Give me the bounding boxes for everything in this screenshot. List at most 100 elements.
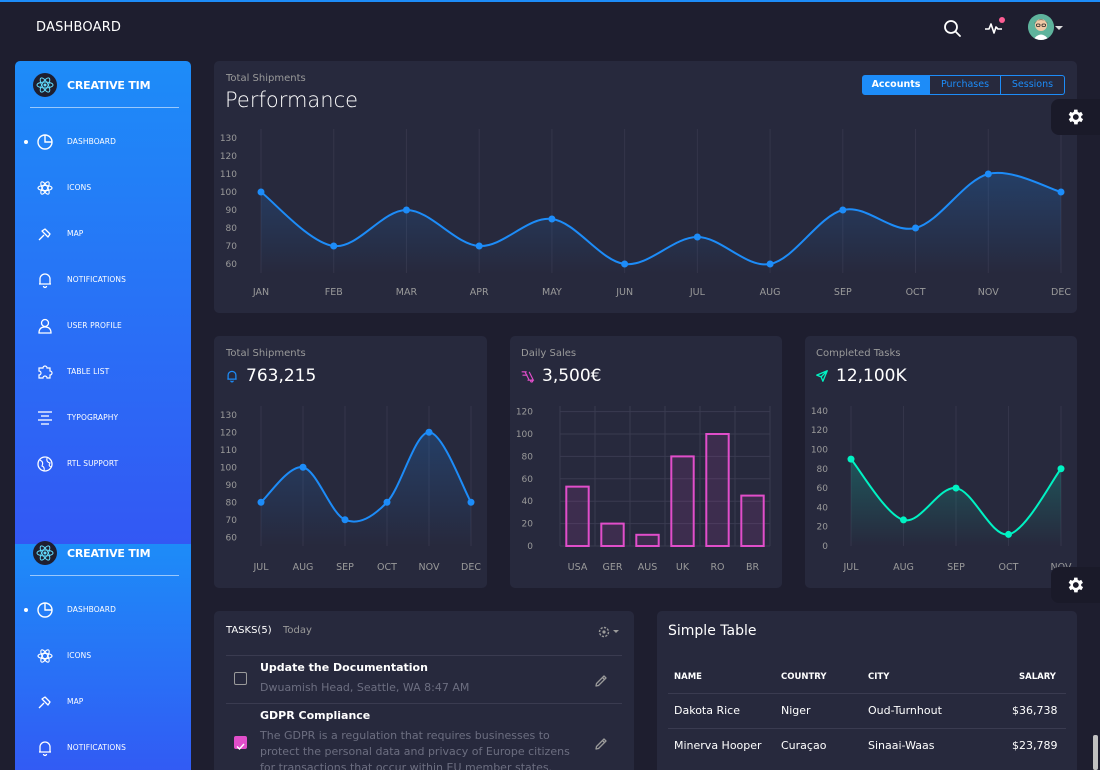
data-point [299,463,307,471]
data-point [1057,465,1065,473]
task-item: GDPR Compliance The GDPR is a regulation… [226,703,622,770]
x-tick-label: APR [470,287,489,298]
gear-dropdown-icon[interactable] [597,624,621,643]
sidebar-title[interactable]: CREATIVE TIM [67,547,151,560]
sidebar-item-label: NOTIFICATIONS [67,275,126,284]
bar [600,522,625,547]
y-tick-label: 120 [220,428,237,438]
active-indicator [24,608,28,612]
x-tick-label: SEP [336,562,354,573]
data-point [1005,530,1012,538]
sidebar-title[interactable]: CREATIVE TIM [67,79,151,92]
sidebar-item-notifications[interactable]: NOTIFICATIONS [15,265,191,295]
data-point [402,206,410,214]
x-tick-label: OCT [999,562,1019,573]
table-cell: $36,738 [1012,704,1058,717]
gear-icon [1068,109,1084,125]
tab-accounts[interactable]: Accounts [862,75,930,95]
y-tick-label: 100 [516,430,533,440]
atom-icon [36,647,54,665]
sidebar-item-dashboard[interactable]: DASHBOARD [15,127,191,157]
sidebar-item-map[interactable]: MAP [15,219,191,249]
sidebar-item-typography[interactable]: TYPOGRAPHY [15,403,191,433]
data-point [425,428,433,436]
active-indicator [24,140,28,144]
sidebar-item-rtl-support[interactable]: RTL SUPPORT [15,449,191,479]
sidebar-item-user-profile[interactable]: USER PROFILE [15,311,191,341]
pencil-icon[interactable] [593,736,609,752]
pie-chart-icon [36,601,54,619]
pencil-icon[interactable] [593,673,609,689]
x-tick-label: AUS [638,562,657,573]
shipments-subtitle: Total Shipments [226,348,306,359]
x-tick-label: UK [676,562,690,573]
tab-purchases[interactable]: Purchases [930,75,1001,95]
table-cell: Oud-Turnhout [868,704,942,717]
settings-toggle[interactable] [1051,99,1100,135]
x-tick-label: MAY [542,287,562,298]
settings-toggle[interactable] [1051,567,1100,603]
data-point [475,242,483,250]
bar [565,485,590,547]
y-tick-label: 120 [220,152,237,162]
y-tick-label: 80 [226,498,238,508]
scrollbar-thumb[interactable] [1093,735,1098,770]
sidebar-item-notifications[interactable]: NOTIFICATIONS [15,733,191,763]
bell-icon [36,739,54,757]
x-tick-label: NOV [978,287,999,298]
completed-tasks-chart: 020406080100120140JULAUGSEPOCTNOV [811,406,1072,573]
bell-icon [36,271,54,289]
simple-table-card [657,611,1077,770]
tasks-value: 12,100K [836,366,907,386]
y-tick-label: 110 [220,446,237,456]
top-navbar: DASHBOARD [0,2,1100,54]
react-logo-icon[interactable] [33,73,57,97]
sidebar-item-icons[interactable]: ICONS [15,173,191,203]
tasks-title: TASKS(5) [226,625,272,636]
x-tick-label: AUG [293,562,314,573]
pie-chart-icon [36,133,54,151]
chevron-down-icon[interactable] [1055,26,1063,30]
pin-icon [36,693,54,711]
y-tick-label: 70 [226,516,238,526]
check-icon [236,743,245,751]
y-tick-label: 100 [811,445,828,455]
y-tick-label: 90 [226,206,238,216]
data-point [621,260,629,268]
y-tick-label: 90 [226,481,238,491]
avatar[interactable] [1028,14,1054,40]
data-point [839,206,847,214]
tab-sessions[interactable]: Sessions [1001,75,1065,95]
y-tick-label: 130 [220,134,237,144]
data-point [1057,188,1065,196]
task-checkbox[interactable] [234,736,247,751]
y-tick-label: 70 [226,242,238,252]
sidebar-item-map[interactable]: MAP [15,687,191,717]
y-tick-label: 0 [527,542,533,552]
y-tick-label: 130 [220,411,237,421]
react-logo-icon[interactable] [33,541,57,565]
y-tick-label: 40 [522,497,534,507]
x-tick-label: JUN [615,287,633,298]
area-fill [261,432,471,546]
notification-dot [999,17,1005,23]
sidebar-item-dashboard[interactable]: DASHBOARD [15,595,191,625]
x-tick-label: JUL [842,562,859,573]
sidebar-item-label: ICONS [67,651,92,660]
task-checkbox[interactable] [234,672,247,685]
sidebar-item-table-list[interactable]: TABLE LIST [15,357,191,387]
sidebar-item-label: TYPOGRAPHY [67,413,119,422]
table-cell: Niger [781,704,811,717]
navbar-brand[interactable]: DASHBOARD [36,20,122,35]
sales-subtitle: Daily Sales [521,348,577,359]
performance-title: Performance [225,88,359,112]
activity-icon[interactable] [982,16,1006,40]
table-cell: Sinaai-Waas [868,739,935,752]
puzzle-icon [36,363,54,381]
data-point [257,188,265,196]
data-point [766,260,774,268]
y-tick-label: 80 [522,452,534,462]
sidebar-item-icons[interactable]: ICONS [15,641,191,671]
data-point [341,516,349,524]
search-icon[interactable] [940,16,964,40]
